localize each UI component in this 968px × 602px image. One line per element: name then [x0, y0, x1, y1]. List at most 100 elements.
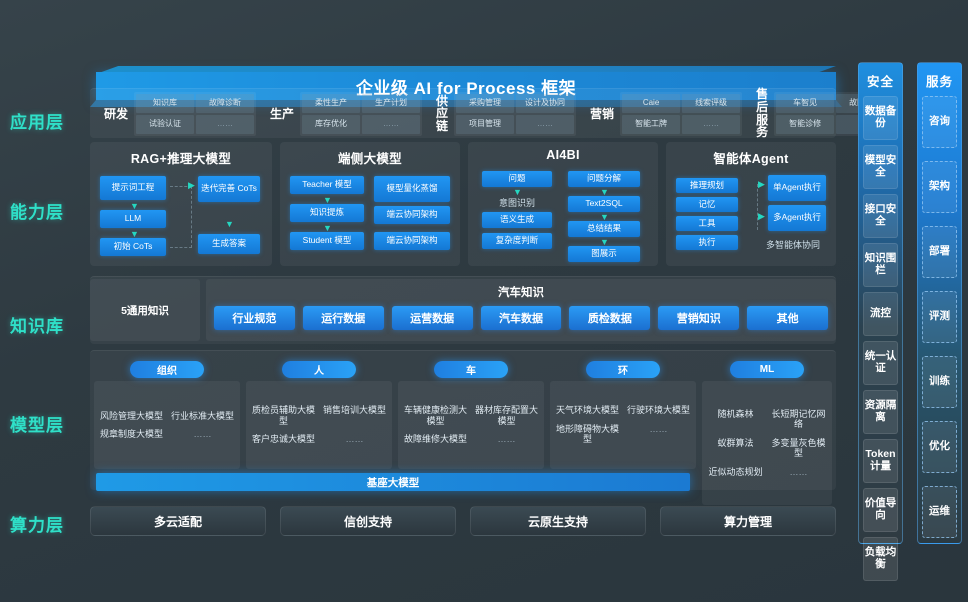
rail-item-security[interactable]: 资源隔离 [863, 390, 898, 434]
capability-node[interactable]: 语义生成 [482, 212, 552, 228]
app-cell[interactable]: 柔性生产 [302, 93, 361, 113]
capability-node[interactable]: 图展示 [568, 246, 640, 262]
model-item[interactable]: 故障维修大模型 [403, 434, 467, 445]
model-item[interactable]: 销售培训大模型 [322, 405, 386, 416]
capability-node[interactable]: Teacher 模型 [290, 176, 364, 194]
capability-node[interactable]: 复杂度判断 [482, 233, 552, 249]
app-cell[interactable]: …… [362, 114, 421, 134]
model-item[interactable]: 规章制度大模型 [99, 429, 163, 439]
app-cell[interactable]: Caie [622, 93, 681, 113]
model-item[interactable]: 地形障碍物大模型 [555, 423, 619, 445]
model-item[interactable]: 风险管理大模型 [99, 410, 163, 421]
rail-item-security[interactable]: 统一认证 [863, 341, 898, 385]
model-item[interactable]: 客户忠诚大模型 [251, 434, 315, 445]
app-cell[interactable]: 生产计划 [362, 93, 421, 113]
app-cell[interactable]: 设计及协同 [516, 93, 575, 113]
compute-button-multicloud[interactable]: 多云适配 [90, 506, 266, 536]
model-item[interactable]: 行驶环境大模型 [626, 405, 690, 416]
capability-node[interactable]: 问题分解 [568, 171, 640, 187]
model-item[interactable]: …… [649, 423, 668, 434]
capability-node[interactable]: 工具 [676, 216, 738, 231]
capability-node[interactable]: 初始 CoTs [100, 238, 166, 256]
model-item[interactable]: 长短期记忆网络 [771, 409, 826, 430]
rail-item-security[interactable]: 流控 [863, 292, 898, 336]
model-item[interactable]: 多变量灰色模型 [771, 437, 826, 459]
capability-node[interactable]: 推理规划 [676, 178, 738, 193]
capability-node[interactable]: 多Agent执行 [768, 205, 826, 231]
capability-node[interactable]: Text2SQL [568, 196, 640, 212]
app-cell[interactable]: 库存优化 [302, 114, 361, 134]
app-cell[interactable]: 故障诊断 [196, 93, 255, 113]
capability-node[interactable]: 记忆 [676, 197, 738, 212]
compute-button-management[interactable]: 算力管理 [660, 506, 836, 536]
rail-item-service[interactable]: 优化 [922, 421, 957, 473]
model-item[interactable]: 随机森林 [717, 409, 754, 420]
rail-item-service[interactable]: 评测 [922, 291, 957, 343]
model-item[interactable]: 近似动态规划 [708, 466, 763, 477]
capability-node[interactable]: 模型量化蒸馏 [374, 176, 450, 202]
app-cell[interactable]: 知识库 [136, 93, 195, 113]
model-column-pill[interactable]: 环 [586, 361, 660, 378]
capability-node[interactable]: 知识提炼 [290, 204, 364, 222]
compute-button-cloudnative[interactable]: 云原生支持 [470, 506, 646, 536]
app-cell[interactable]: 采购管理 [456, 93, 515, 113]
knowledge-chip[interactable]: 运行数据 [302, 306, 384, 330]
model-item[interactable]: …… [497, 434, 516, 445]
capability-node[interactable]: 总结结果 [568, 221, 640, 237]
rail-item-security[interactable]: 知识围栏 [863, 243, 898, 287]
rail-item-security[interactable]: 价值导向 [863, 488, 898, 532]
rail-item-security[interactable]: 接口安全 [863, 194, 898, 238]
app-cell[interactable]: 试验认证 [136, 114, 195, 134]
rail-item-service[interactable]: 架构 [922, 161, 957, 213]
knowledge-chip[interactable]: 质检数据 [569, 306, 651, 330]
capability-node[interactable]: 端云协同架构 [374, 206, 450, 224]
rail-item-service[interactable]: 部署 [922, 226, 957, 278]
model-column-pill[interactable]: 人 [282, 361, 356, 378]
capability-node[interactable]: 问题 [482, 171, 552, 187]
knowledge-chip[interactable]: 行业规范 [214, 306, 295, 330]
model-item[interactable]: …… [193, 429, 212, 439]
rail-item-security[interactable]: Token计量 [863, 439, 898, 483]
rail-item-security[interactable]: 模型安全 [863, 145, 898, 189]
knowledge-general-box[interactable]: 5通用知识 [90, 279, 200, 341]
knowledge-chip[interactable]: 营销知识 [658, 306, 740, 330]
app-cell[interactable]: …… [682, 114, 741, 134]
knowledge-chip[interactable]: 其他 [747, 306, 829, 330]
app-cell[interactable]: 项目管理 [456, 114, 515, 134]
rail-item-service[interactable]: 运维 [922, 486, 957, 538]
app-cell[interactable]: 智能诊修 [776, 114, 835, 134]
capability-node[interactable]: 迭代完善 CoTs [198, 176, 260, 202]
model-column-pill[interactable]: ML [730, 361, 804, 378]
model-column-pill[interactable]: 组织 [130, 361, 204, 378]
model-item[interactable]: 车辆健康检测大模型 [403, 405, 467, 426]
app-cell[interactable]: 线索评级 [682, 93, 741, 113]
capability-node-extra[interactable]: 端云协同架构 [374, 232, 450, 250]
rail-item-service[interactable]: 训练 [922, 356, 957, 408]
app-cell[interactable]: …… [196, 114, 255, 134]
capability-node[interactable]: 执行 [676, 235, 738, 250]
model-column-pill[interactable]: 车 [434, 361, 508, 378]
model-item[interactable]: …… [345, 434, 364, 445]
rail-item-service[interactable]: 咨询 [922, 96, 957, 148]
capability-node[interactable]: 单Agent执行 [768, 175, 826, 201]
rail-item-security[interactable]: 负载均衡 [863, 537, 898, 581]
app-cell[interactable]: 车智见 [776, 93, 835, 113]
compute-button-xinchuang[interactable]: 信创支持 [280, 506, 456, 536]
model-item[interactable]: 质检员辅助大模型 [251, 405, 315, 426]
knowledge-chip[interactable]: 运营数据 [391, 306, 473, 330]
app-cell[interactable]: 智能工牌 [622, 114, 681, 134]
base-model-bar[interactable]: 基座大模型 [96, 473, 690, 491]
model-item[interactable]: 行业标准大模型 [170, 410, 234, 421]
capability-node[interactable]: 生成答案 [198, 234, 260, 254]
knowledge-chip[interactable]: 汽车数据 [480, 306, 562, 330]
model-item[interactable]: 器材库存配置大模型 [474, 405, 538, 426]
capability-node[interactable]: 意图识别 [498, 198, 535, 208]
capability-node[interactable]: LLM [100, 210, 166, 228]
app-cell[interactable]: …… [516, 114, 575, 134]
capability-node[interactable]: Student 模型 [290, 232, 364, 250]
rail-item-security[interactable]: 数据备份 [863, 96, 898, 140]
model-item[interactable]: 天气环境大模型 [555, 405, 619, 416]
model-item[interactable]: 蚁群算法 [717, 437, 754, 448]
model-item[interactable]: …… [789, 466, 808, 477]
capability-node[interactable]: 提示词工程 [100, 176, 166, 200]
